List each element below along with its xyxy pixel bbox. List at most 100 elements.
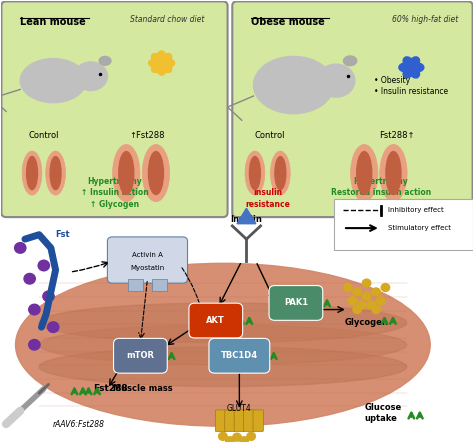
Ellipse shape bbox=[275, 156, 286, 190]
Ellipse shape bbox=[162, 54, 172, 63]
Circle shape bbox=[226, 437, 234, 443]
Text: PAK1: PAK1 bbox=[284, 299, 308, 307]
Ellipse shape bbox=[99, 56, 111, 65]
FancyBboxPatch shape bbox=[232, 1, 473, 217]
Circle shape bbox=[367, 301, 375, 309]
Ellipse shape bbox=[399, 63, 412, 72]
Ellipse shape bbox=[149, 59, 160, 67]
Text: Fst288: Fst288 bbox=[93, 384, 128, 393]
Circle shape bbox=[29, 304, 40, 315]
Circle shape bbox=[353, 306, 361, 314]
Ellipse shape bbox=[344, 56, 357, 66]
FancyBboxPatch shape bbox=[114, 338, 167, 373]
Ellipse shape bbox=[409, 57, 419, 68]
Ellipse shape bbox=[152, 63, 162, 73]
FancyBboxPatch shape bbox=[269, 286, 323, 320]
Ellipse shape bbox=[119, 152, 134, 194]
Circle shape bbox=[47, 322, 59, 332]
Circle shape bbox=[247, 432, 255, 440]
Circle shape bbox=[376, 297, 385, 305]
Circle shape bbox=[381, 284, 390, 291]
Circle shape bbox=[348, 297, 357, 305]
Ellipse shape bbox=[403, 66, 414, 78]
Text: rAAV6:Fst288: rAAV6:Fst288 bbox=[53, 420, 105, 428]
FancyBboxPatch shape bbox=[334, 199, 473, 250]
Ellipse shape bbox=[386, 152, 401, 194]
FancyBboxPatch shape bbox=[234, 410, 245, 431]
FancyBboxPatch shape bbox=[128, 279, 143, 291]
Text: Insulin
resistance: Insulin resistance bbox=[245, 188, 290, 209]
Ellipse shape bbox=[39, 347, 407, 387]
Text: Standard chow diet: Standard chow diet bbox=[130, 16, 204, 24]
Ellipse shape bbox=[148, 152, 164, 194]
FancyBboxPatch shape bbox=[1, 1, 228, 217]
Circle shape bbox=[362, 279, 371, 287]
Ellipse shape bbox=[113, 144, 140, 202]
Ellipse shape bbox=[163, 59, 174, 67]
Circle shape bbox=[362, 292, 371, 300]
Ellipse shape bbox=[16, 263, 430, 426]
Ellipse shape bbox=[317, 64, 355, 97]
Ellipse shape bbox=[74, 62, 108, 90]
Ellipse shape bbox=[142, 144, 170, 202]
Text: Obese mouse: Obese mouse bbox=[251, 17, 325, 27]
Text: ↑Fst288: ↑Fst288 bbox=[130, 131, 165, 140]
Text: Control: Control bbox=[28, 131, 59, 140]
FancyBboxPatch shape bbox=[225, 410, 235, 431]
FancyBboxPatch shape bbox=[108, 237, 188, 283]
Circle shape bbox=[372, 288, 380, 296]
Text: • Obesity
• Insulin resistance: • Obesity • Insulin resistance bbox=[374, 76, 448, 96]
Polygon shape bbox=[237, 208, 256, 224]
Ellipse shape bbox=[351, 144, 378, 202]
Text: Glycogen: Glycogen bbox=[345, 318, 389, 327]
Ellipse shape bbox=[410, 63, 424, 72]
Text: Activin A: Activin A bbox=[132, 252, 163, 257]
Text: ↑ Muscle mass: ↑ Muscle mass bbox=[103, 384, 173, 393]
Ellipse shape bbox=[152, 54, 162, 63]
Ellipse shape bbox=[157, 64, 166, 75]
Circle shape bbox=[357, 301, 366, 309]
FancyBboxPatch shape bbox=[152, 279, 167, 291]
Ellipse shape bbox=[254, 56, 334, 114]
Text: Stimulatory effect: Stimulatory effect bbox=[388, 225, 451, 231]
Ellipse shape bbox=[245, 151, 265, 195]
Circle shape bbox=[219, 432, 227, 440]
Ellipse shape bbox=[357, 152, 372, 194]
Circle shape bbox=[38, 260, 49, 271]
Text: Control: Control bbox=[255, 131, 285, 140]
Ellipse shape bbox=[249, 156, 260, 190]
FancyBboxPatch shape bbox=[209, 338, 270, 373]
Circle shape bbox=[43, 291, 54, 302]
Text: 60% high-fat diet: 60% high-fat diet bbox=[392, 16, 458, 24]
Ellipse shape bbox=[39, 303, 407, 342]
Ellipse shape bbox=[403, 57, 414, 68]
Circle shape bbox=[15, 243, 26, 253]
Ellipse shape bbox=[271, 151, 290, 195]
Circle shape bbox=[24, 273, 36, 284]
Text: Lean mouse: Lean mouse bbox=[20, 17, 86, 27]
Text: Fst288↑: Fst288↑ bbox=[380, 131, 415, 140]
Text: Insulin: Insulin bbox=[230, 215, 263, 224]
Text: Hypertrophy
Restored insulin action
↑ Glycogen: Hypertrophy Restored insulin action ↑ Gl… bbox=[330, 177, 431, 209]
Ellipse shape bbox=[162, 63, 172, 73]
Circle shape bbox=[353, 288, 361, 296]
FancyBboxPatch shape bbox=[189, 303, 243, 338]
Ellipse shape bbox=[27, 156, 37, 190]
Text: Glucose
uptake: Glucose uptake bbox=[364, 403, 401, 423]
Circle shape bbox=[240, 437, 248, 443]
Text: Myostatin: Myostatin bbox=[130, 265, 164, 271]
Circle shape bbox=[233, 433, 241, 441]
FancyBboxPatch shape bbox=[244, 410, 254, 431]
Ellipse shape bbox=[46, 151, 65, 195]
Ellipse shape bbox=[22, 151, 42, 195]
Circle shape bbox=[29, 339, 40, 350]
Ellipse shape bbox=[157, 51, 166, 62]
Ellipse shape bbox=[39, 325, 407, 365]
Circle shape bbox=[372, 306, 380, 314]
Text: AKT: AKT bbox=[206, 316, 225, 325]
Text: TBC1D4: TBC1D4 bbox=[221, 351, 258, 360]
Ellipse shape bbox=[20, 58, 86, 103]
FancyBboxPatch shape bbox=[215, 410, 226, 431]
Ellipse shape bbox=[380, 144, 407, 202]
Text: Hypertrophy
↑ Insulin action
↑ Glycogen: Hypertrophy ↑ Insulin action ↑ Glycogen bbox=[81, 177, 148, 209]
